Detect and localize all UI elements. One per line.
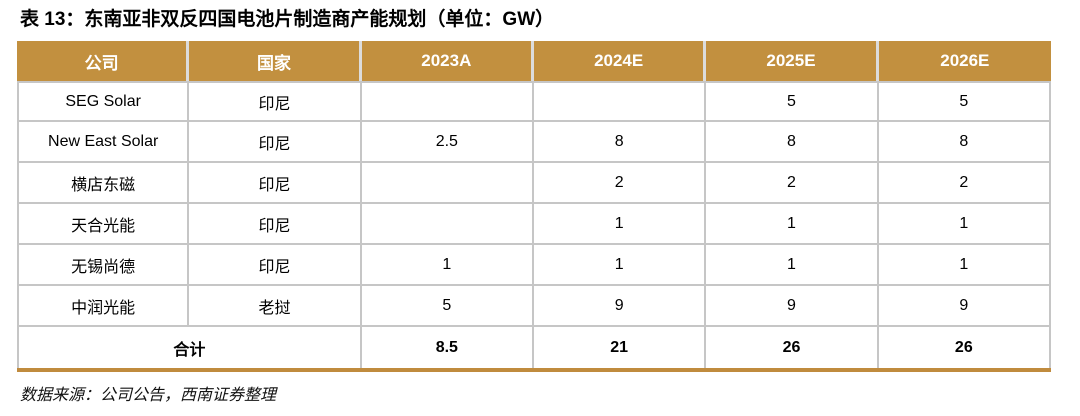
value-cell: 2	[706, 163, 879, 204]
company-cell: 无锡尚德	[17, 245, 190, 286]
data-source-note: 数据来源：公司公告，西南证券整理	[20, 387, 277, 404]
value-cell: 1	[533, 245, 707, 286]
total-value-cell: 26	[878, 327, 1051, 368]
table-row: 天合光能 印尼 1 1 1	[17, 204, 1051, 245]
value-cell: 9	[533, 286, 707, 327]
value-cell: 9	[878, 286, 1051, 327]
value-cell: 1	[361, 245, 534, 286]
value-cell: 8	[533, 122, 707, 163]
column-header-2023a: 2023A	[361, 41, 534, 81]
value-cell: 1	[878, 204, 1051, 245]
total-value-cell: 26	[706, 327, 879, 368]
column-header-2025e: 2025E	[706, 41, 879, 81]
country-cell: 印尼	[189, 204, 362, 245]
value-cell	[361, 81, 534, 122]
value-cell: 5	[878, 81, 1051, 122]
table-caption: 表 13：东南亚非双反四国电池片制造商产能规划（单位：GW）	[20, 9, 555, 30]
value-cell: 2	[533, 163, 707, 204]
total-value-cell: 21	[533, 327, 707, 368]
table-row: SEG Solar 印尼 5 5	[17, 81, 1051, 122]
company-cell: 中润光能	[17, 286, 190, 327]
value-cell: 1	[878, 245, 1051, 286]
total-label-cell: 合计	[17, 327, 362, 368]
value-cell: 9	[706, 286, 879, 327]
total-row: 合计 8.5 21 26 26	[17, 327, 1051, 368]
total-value-cell: 8.5	[361, 327, 534, 368]
company-cell: SEG Solar	[17, 81, 190, 122]
value-cell: 1	[533, 204, 707, 245]
country-cell: 印尼	[189, 245, 362, 286]
column-header-2024e: 2024E	[533, 41, 707, 81]
value-cell	[361, 204, 534, 245]
country-cell: 印尼	[189, 163, 362, 204]
value-cell: 2.5	[361, 122, 534, 163]
value-cell: 5	[361, 286, 534, 327]
value-cell: 8	[706, 122, 879, 163]
value-cell: 2	[878, 163, 1051, 204]
table-header-row: 公司 国家 2023A 2024E 2025E 2026E	[17, 41, 1051, 81]
value-cell	[361, 163, 534, 204]
column-header-country: 国家	[189, 41, 362, 81]
value-cell	[533, 81, 707, 122]
table-row: 无锡尚德 印尼 1 1 1 1	[17, 245, 1051, 286]
table-row: 横店东磁 印尼 2 2 2	[17, 163, 1051, 204]
company-cell: 天合光能	[17, 204, 190, 245]
value-cell: 1	[706, 204, 879, 245]
value-cell: 1	[706, 245, 879, 286]
company-cell: 横店东磁	[17, 163, 190, 204]
country-cell: 老挝	[189, 286, 362, 327]
capacity-table-wrapper: 公司 国家 2023A 2024E 2025E 2026E SEG Solar …	[17, 41, 1051, 372]
capacity-table: 公司 国家 2023A 2024E 2025E 2026E SEG Solar …	[17, 41, 1051, 368]
table-row: 中润光能 老挝 5 9 9 9	[17, 286, 1051, 327]
company-cell: New East Solar	[17, 122, 190, 163]
column-header-company: 公司	[17, 41, 190, 81]
country-cell: 印尼	[189, 122, 362, 163]
table-row: New East Solar 印尼 2.5 8 8 8	[17, 122, 1051, 163]
country-cell: 印尼	[189, 81, 362, 122]
column-header-2026e: 2026E	[878, 41, 1051, 81]
value-cell: 8	[878, 122, 1051, 163]
value-cell: 5	[706, 81, 879, 122]
